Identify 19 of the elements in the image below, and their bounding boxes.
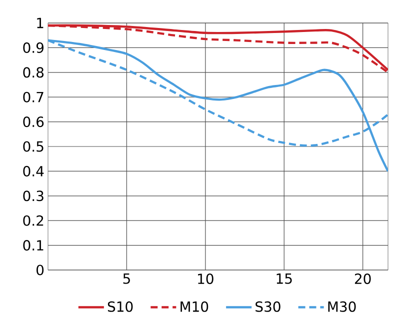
y-tick-label: 0.9	[23, 42, 44, 53]
y-tick-label: 0.7	[23, 92, 44, 102]
legend-label: S10	[108, 301, 133, 312]
x-tick-label: 15	[276, 274, 292, 284]
legend-label: M10	[180, 301, 208, 312]
y-tick-label: 0.2	[23, 215, 44, 226]
y-tick-label: 0.5	[23, 141, 44, 152]
legend-label: M30	[328, 301, 356, 312]
y-tick-label: 0.4	[23, 166, 44, 176]
y-tick-label: 0.1	[23, 240, 44, 251]
legend-label: S30	[256, 301, 280, 312]
y-tick-label: 0.6	[23, 116, 44, 128]
x-tick-label: 20	[354, 274, 371, 284]
x-tick-label: 5	[123, 274, 130, 284]
y-tick-label: 0.3	[23, 190, 44, 202]
y-tick-label: 0.8	[23, 67, 44, 78]
y-tick-label: 1	[37, 18, 44, 28]
y-tick-label: 0	[36, 264, 44, 276]
x-tick-label: 10	[198, 274, 214, 284]
